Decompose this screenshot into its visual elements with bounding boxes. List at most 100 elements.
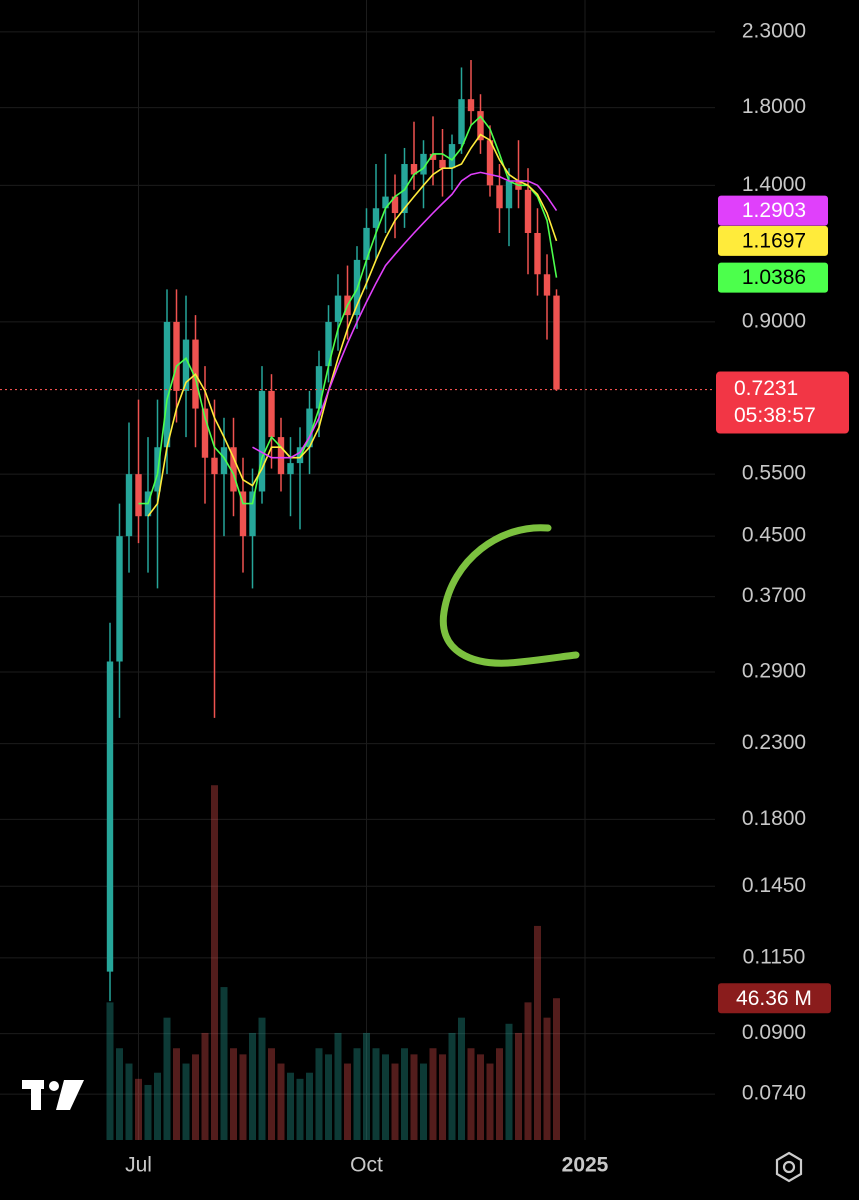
volume-bar <box>534 925 541 1140</box>
ma-layer <box>138 115 558 517</box>
volume-bar <box>420 1063 427 1140</box>
candle-body <box>249 491 256 537</box>
volume-bar <box>515 1032 522 1140</box>
price-tag-label: 1.2903 <box>742 199 806 222</box>
y-tick-label: 0.3700 <box>742 584 806 607</box>
volume-bar <box>211 785 218 1140</box>
candle-body <box>201 408 209 458</box>
ma-line <box>138 115 558 505</box>
candle-body <box>524 189 532 233</box>
volume-bar <box>543 1017 551 1140</box>
candle-body <box>410 164 418 175</box>
volume-bar <box>477 1054 484 1140</box>
candle-body <box>125 474 133 537</box>
volume-bar <box>401 1048 408 1140</box>
y-tick-label: 0.1450 <box>742 874 806 897</box>
volume-bar <box>135 1078 142 1140</box>
candle-body <box>211 457 218 475</box>
volume-bar <box>429 1048 437 1140</box>
volume-bar <box>382 1054 389 1140</box>
volume-bar <box>220 987 228 1140</box>
candle-body <box>258 390 266 492</box>
volume-layer <box>106 785 560 1140</box>
candle-body <box>325 321 332 367</box>
y-tick-label: 0.2900 <box>742 660 806 683</box>
candle-body <box>429 153 437 160</box>
volume-tag-label: 46.36 M <box>736 987 812 1010</box>
volume-bar <box>125 1063 133 1140</box>
volume-bar <box>230 1048 237 1140</box>
candle-body <box>486 140 494 186</box>
volume-bar <box>249 1032 256 1140</box>
x-tick-label: Oct <box>350 1154 383 1177</box>
y-tick-label: 1.8000 <box>742 95 806 118</box>
ma-line <box>252 171 558 459</box>
volume-bar <box>163 1017 171 1140</box>
volume-bar <box>486 1063 494 1140</box>
price-tag <box>718 262 828 293</box>
volume-bar <box>353 1048 361 1140</box>
candle-body <box>230 447 237 492</box>
candle-body <box>106 661 114 972</box>
hand-drawn-annotation <box>439 524 580 667</box>
candle-body <box>287 463 294 475</box>
candle-body <box>467 99 475 112</box>
candle-body <box>239 491 247 537</box>
settings-button[interactable] <box>775 1151 803 1183</box>
candle-body <box>182 339 190 391</box>
axis-layer: 2.3000 1.8000 1.4000 0.9000 0.5500 0.4500 0.37… <box>0 19 849 1177</box>
volume-bar <box>287 1072 294 1140</box>
x-tick-label: Jul <box>125 1154 152 1177</box>
candle-body <box>477 111 484 141</box>
candle-body <box>553 295 560 390</box>
y-tick-label: 0.4500 <box>742 524 806 547</box>
volume-bar <box>144 1084 152 1140</box>
volume-bar <box>524 1002 532 1140</box>
countdown-label: 05:38:57 <box>734 404 816 427</box>
candle-body <box>534 232 541 275</box>
volume-bar <box>182 1063 190 1140</box>
y-tick-label: 0.0740 <box>742 1082 806 1105</box>
current-price-tag <box>716 371 849 434</box>
price-tag-label: 1.0386 <box>742 266 806 289</box>
volume-bar <box>344 1063 351 1140</box>
volume-bar <box>372 1048 380 1140</box>
candle-body <box>543 274 551 296</box>
y-tick-label: 0.9000 <box>742 309 806 332</box>
candle-body <box>163 321 171 448</box>
volume-bar <box>154 1072 161 1140</box>
volume-bar <box>192 1054 199 1140</box>
volume-bar <box>268 1048 275 1140</box>
volume-bar <box>458 1017 465 1140</box>
volume-bar <box>116 1048 123 1140</box>
volume-bar <box>239 1054 247 1140</box>
candle-body <box>315 366 323 409</box>
price-tag-label: 1.1697 <box>742 229 806 252</box>
candle-body <box>391 196 399 214</box>
y-tick-label: 0.1800 <box>742 807 806 830</box>
y-tick-label: 0.0900 <box>742 1021 806 1044</box>
candle-body <box>135 474 142 517</box>
volume-bar <box>505 1023 513 1140</box>
price-tag <box>718 225 828 256</box>
volume-bar <box>306 1072 313 1140</box>
volume-bar <box>277 1063 285 1140</box>
candle-body <box>363 227 370 260</box>
candle-body <box>173 321 180 391</box>
volume-bar <box>106 1002 114 1140</box>
volume-bar <box>410 1054 418 1140</box>
volume-bar <box>363 1032 370 1140</box>
candle-body <box>448 144 456 169</box>
price-tag <box>718 195 828 226</box>
volume-bar <box>553 998 560 1140</box>
candle-body <box>382 196 389 209</box>
candle-body <box>496 185 503 209</box>
candle-body <box>296 447 304 464</box>
y-tick-label: 0.1150 <box>743 945 806 968</box>
volume-bar <box>201 1032 209 1140</box>
candle-body <box>277 437 285 475</box>
y-tick-label: 0.5500 <box>742 462 806 485</box>
